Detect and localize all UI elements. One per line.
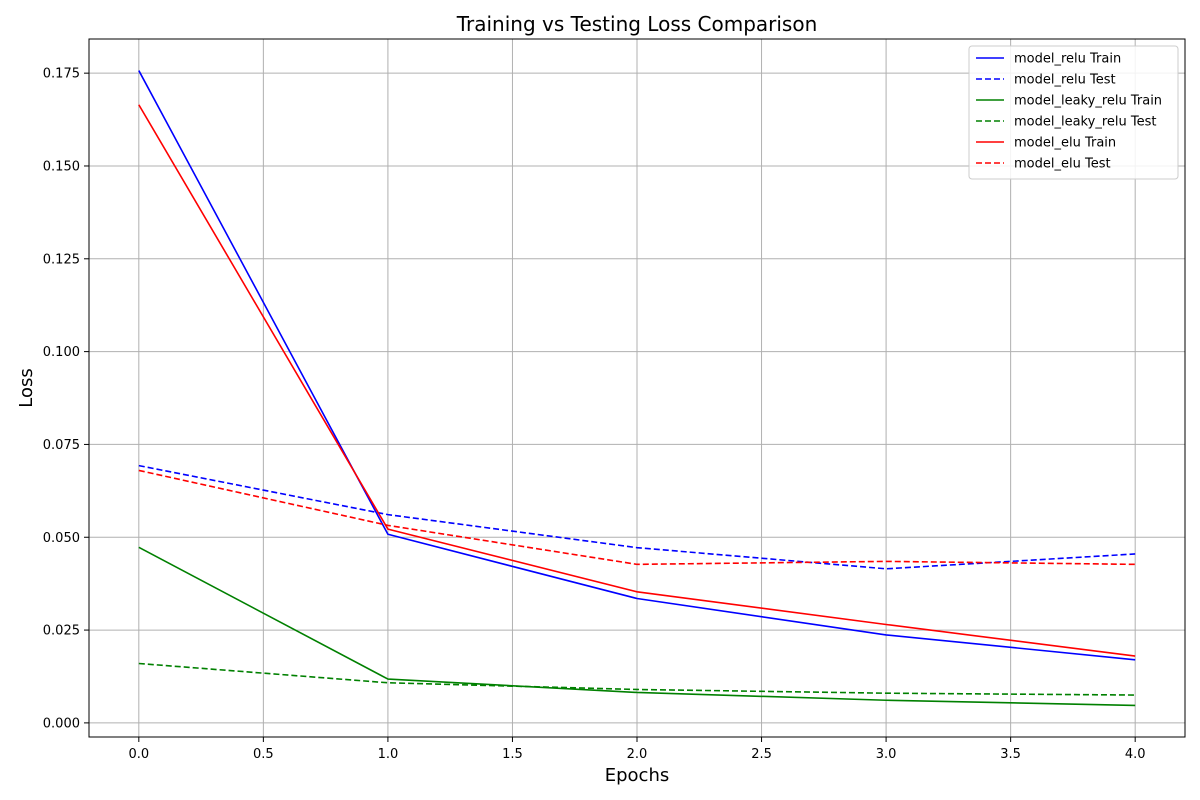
legend-label: model_relu Test (1014, 73, 1116, 88)
series-line-2 (138, 546, 1136, 707)
series-line-4 (138, 104, 1136, 657)
chart-title: Training vs Testing Loss Comparison (456, 12, 818, 36)
y-tick-label: 0.175 (43, 67, 80, 82)
y-tick-label: 0.150 (43, 159, 80, 174)
series-line-1 (138, 464, 1136, 570)
x-tick-label: 2.5 (751, 747, 772, 762)
x-tick-label: 0.0 (128, 747, 149, 762)
grid-layer (89, 39, 1185, 737)
legend-label: model_elu Test (1014, 157, 1111, 172)
x-tick-label: 1.0 (378, 747, 399, 762)
y-tick-label: 0.000 (43, 716, 80, 731)
x-tick-label: 0.5 (253, 747, 274, 762)
y-tick-label: 0.025 (43, 624, 80, 639)
x-tick-label: 2.0 (627, 747, 648, 762)
y-tick-label: 0.050 (43, 531, 80, 546)
x-tick-label: 3.5 (1000, 747, 1021, 762)
y-axis-label: Loss (16, 368, 37, 407)
series-line-0 (138, 70, 1136, 661)
y-tick-label: 0.075 (43, 438, 80, 453)
x-tick-label: 4.0 (1125, 747, 1146, 762)
legend-label: model_leaky_relu Train (1014, 94, 1162, 109)
x-tick-label: 1.5 (502, 747, 523, 762)
legend: model_relu Train model_relu Test model_lea… (968, 45, 1179, 180)
ticks-layer: 0.0 0.5 1.0 1.5 2.0 2.5 3.0 3.5 4.0 0.000 0.025 0.0… (43, 67, 1146, 762)
series-line-5 (138, 469, 1136, 566)
x-axis-label: Epochs (605, 765, 670, 786)
legend-box (968, 45, 1179, 180)
x-tick-label: 3.0 (876, 747, 897, 762)
legend-label: model_elu Train (1014, 136, 1116, 151)
y-tick-label: 0.125 (43, 252, 80, 267)
legend-label: model_relu Train (1014, 52, 1121, 67)
series-layer (138, 70, 1136, 707)
legend-label: model_leaky_relu Test (1014, 115, 1156, 130)
y-tick-label: 0.100 (43, 345, 80, 360)
series-line-3 (138, 662, 1136, 696)
